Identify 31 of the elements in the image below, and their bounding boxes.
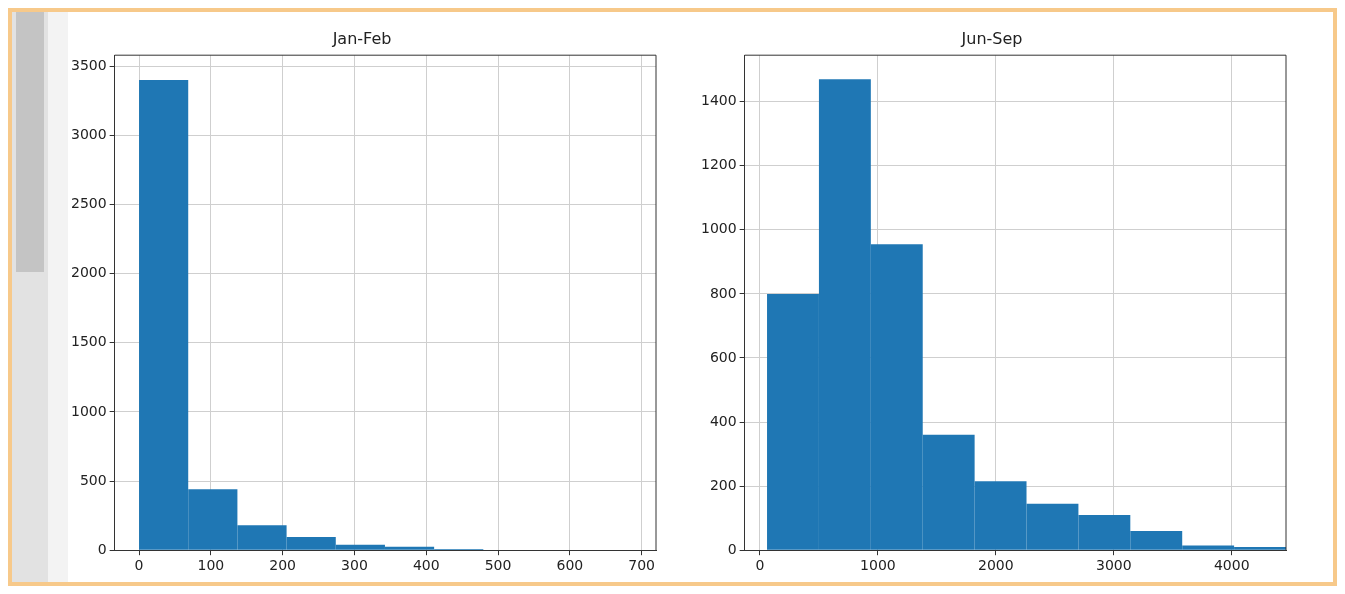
chart-title: Jun-Sep — [960, 28, 1023, 48]
y-tick-label: 400 — [709, 412, 737, 429]
y-tick-label: 0 — [97, 540, 107, 557]
x-tick-label: 700 — [628, 557, 656, 574]
x-tick-label: 300 — [341, 557, 368, 574]
y-tick-label: 1500 — [70, 333, 107, 350]
x-tick-label: 200 — [269, 557, 297, 574]
x-tick-label: 500 — [484, 557, 512, 574]
y-tick-label: 1000 — [700, 220, 737, 237]
y-tick-label: 1400 — [700, 92, 737, 109]
x-tick-label: 600 — [556, 557, 584, 574]
y-tick-label: 600 — [709, 348, 737, 365]
y-tick-label: 800 — [709, 284, 737, 301]
x-tick-label: 100 — [197, 557, 225, 574]
x-tick-label: 2000 — [978, 557, 1014, 574]
x-tick-label: 3000 — [1095, 557, 1132, 574]
x-tick-label: 0 — [134, 557, 144, 574]
y-tick-label: 2500 — [70, 195, 107, 212]
x-tick-label: 4000 — [1213, 557, 1250, 574]
y-tick-label: 0 — [727, 540, 737, 557]
x-tick-label: 1000 — [860, 557, 896, 574]
y-tick-label: 3000 — [70, 126, 107, 143]
x-tick-label: 0 — [755, 557, 765, 574]
y-tick-label: 200 — [709, 476, 737, 493]
y-tick-label: 1200 — [700, 156, 737, 173]
chart-title: Jan-Feb — [331, 28, 392, 48]
y-tick-label: 500 — [79, 471, 107, 488]
y-tick-label: 3500 — [70, 56, 107, 73]
y-tick-label: 1000 — [70, 402, 107, 419]
y-tick-label: 2000 — [70, 264, 107, 281]
x-tick-label: 400 — [412, 557, 440, 574]
